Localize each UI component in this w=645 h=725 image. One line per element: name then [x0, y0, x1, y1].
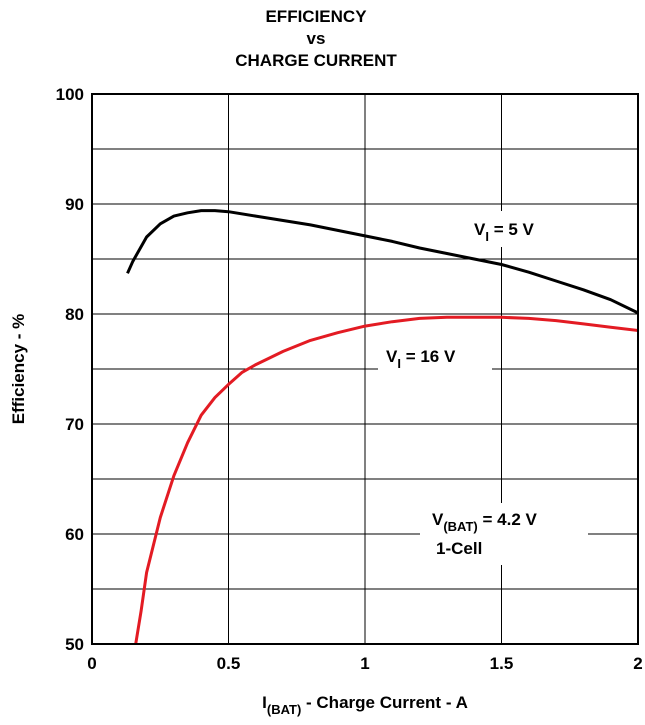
- annotation-vi-16v: VI = 16 V: [378, 339, 492, 375]
- annotation-vi-5v-label: VI = 5 V: [474, 220, 535, 244]
- y-axis-label: Efficiency - %: [9, 314, 28, 425]
- annotation-vi-16v-main: V: [386, 347, 398, 366]
- x-tick-label: 0.5: [217, 654, 241, 673]
- x-tick-label: 1: [360, 654, 369, 673]
- annotation-vbat-rest: = 4.2 V: [478, 510, 538, 529]
- series-line-vi-5v: [126, 209, 639, 315]
- y-tick-label: 50: [65, 635, 84, 654]
- annotation-vbat-main: V: [432, 510, 444, 529]
- annotation-vi-16v-rest: = 16 V: [401, 347, 456, 366]
- title-line-1: EFFICIENCY: [265, 7, 367, 26]
- annotation-vbat: V(BAT) = 4.2 V 1-Cell: [420, 503, 588, 565]
- annotation-vbat-sub: (BAT): [443, 519, 477, 534]
- x-tick-label: 1.5: [490, 654, 514, 673]
- annotation-vi-5v: VI = 5 V: [463, 211, 568, 247]
- annotation-vbat-bg: [420, 503, 588, 565]
- chart-title: EFFICIENCY vs CHARGE CURRENT: [235, 7, 397, 70]
- annotation-vi-5v-main: V: [474, 220, 486, 239]
- annotation-vi-16v-bg: [378, 339, 492, 375]
- title-line-3: CHARGE CURRENT: [235, 51, 397, 70]
- grid: 50 60 70 80 90 100 0 0.5 1 1.5 2: [56, 85, 643, 673]
- x-axis-label-sub: (BAT): [267, 702, 301, 717]
- annotation-vi-5v-sub: I: [485, 229, 489, 244]
- title-line-2: vs: [307, 29, 326, 48]
- series-line-vi-16v: [134, 315, 639, 645]
- annotation-vbat-label: V(BAT) = 4.2 V: [432, 510, 537, 534]
- annotation-vbat-line2: 1-Cell: [436, 539, 482, 558]
- annotation-vi-5v-bg: [463, 211, 568, 247]
- plot-frame: [91, 93, 639, 645]
- y-tick-label: 70: [65, 415, 84, 434]
- x-tick-label: 2: [633, 654, 642, 673]
- y-tick-label: 90: [65, 195, 84, 214]
- annotation-vi-16v-label: VI = 16 V: [386, 347, 456, 371]
- x-axis-label: I(BAT) - Charge Current - A: [262, 693, 468, 717]
- x-tick-label: 0: [87, 654, 96, 673]
- annotation-vi-5v-rest: = 5 V: [489, 220, 535, 239]
- y-tick-label: 60: [65, 525, 84, 544]
- y-tick-label: 100: [56, 85, 84, 104]
- curves: [126, 209, 639, 645]
- x-axis-label-main: I: [262, 693, 267, 712]
- x-axis-label-rest: - Charge Current - A: [301, 693, 468, 712]
- annotation-vi-16v-sub: I: [397, 356, 401, 371]
- y-tick-label: 80: [65, 305, 84, 324]
